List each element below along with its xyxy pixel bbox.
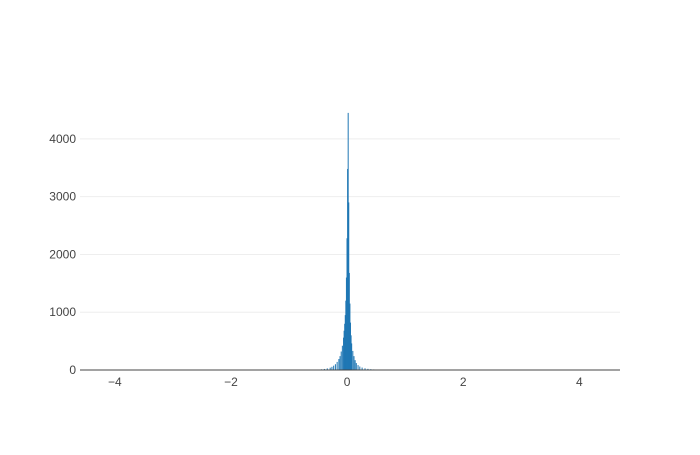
histogram-bar	[337, 362, 338, 370]
x-tick-label: −2	[224, 375, 238, 389]
x-axis-ticks: −4 −2 0 2 4	[108, 375, 583, 389]
x-tick-label: −4	[108, 375, 122, 389]
y-tick-label: 0	[69, 363, 76, 377]
histogram-bar	[353, 356, 354, 370]
x-tick-label: 2	[460, 375, 467, 389]
y-tick-label: 2000	[49, 247, 76, 261]
histogram-bar	[333, 366, 334, 370]
grid-lines	[80, 139, 620, 312]
histogram-bar	[342, 346, 343, 370]
histogram-bar	[338, 359, 339, 370]
y-axis-ticks: 0 1000 2000 3000 4000	[49, 132, 76, 377]
histogram-bar	[340, 356, 341, 370]
histogram-bar	[356, 363, 357, 370]
histogram-bar	[335, 364, 336, 370]
y-tick-label: 3000	[49, 190, 76, 204]
histogram-bar	[359, 367, 360, 370]
x-tick-label: 0	[344, 375, 351, 389]
histogram-bar	[355, 360, 356, 370]
y-tick-label: 1000	[49, 305, 76, 319]
histogram-bar	[352, 351, 353, 370]
histogram-bar	[341, 352, 342, 370]
histogram-bars	[312, 113, 394, 370]
histogram-bar	[351, 343, 352, 370]
histogram-bar	[358, 365, 359, 370]
x-tick-label: 4	[576, 375, 583, 389]
y-tick-label: 4000	[49, 132, 76, 146]
